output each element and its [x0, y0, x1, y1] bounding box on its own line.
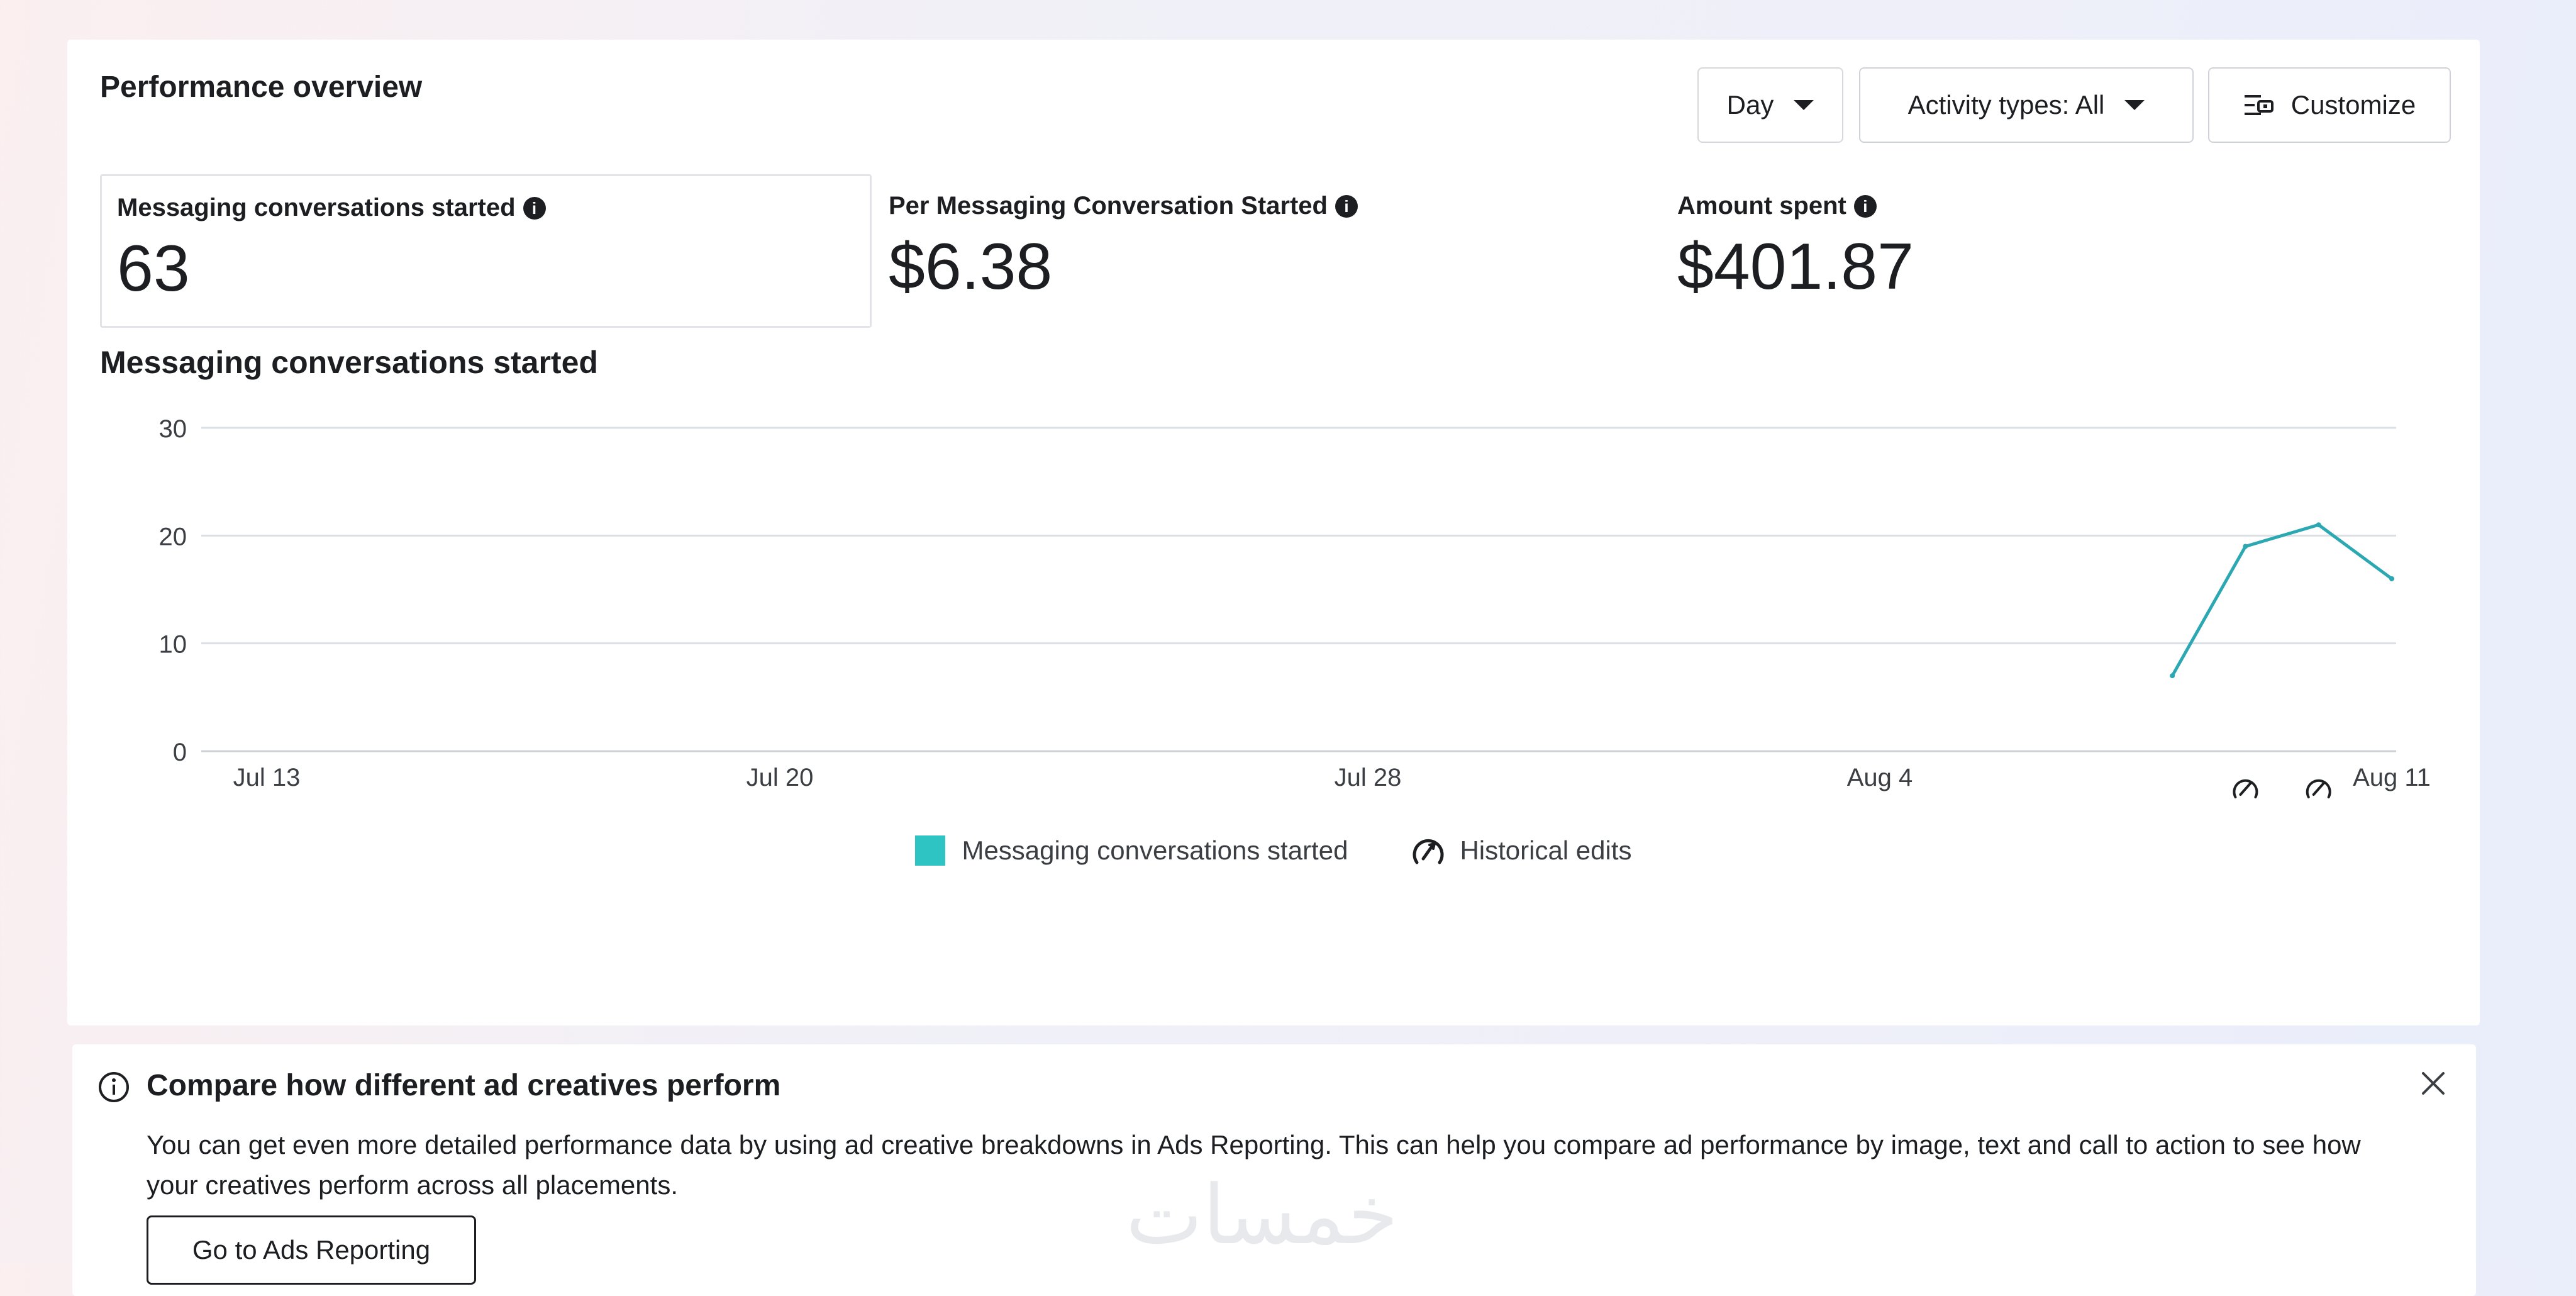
customize-label: Customize: [2290, 90, 2416, 120]
data-point: [2316, 522, 2321, 528]
metric-card-cost-per-conversation[interactable]: Per Messaging Conversation Started i $6.…: [889, 174, 1643, 328]
info-circle-icon: [99, 1072, 129, 1102]
data-point: [2243, 544, 2248, 549]
metric-label-text: Messaging conversations started: [117, 194, 516, 221]
y-tick-label: 10: [159, 631, 187, 659]
info-icon[interactable]: i: [523, 196, 546, 220]
page-title: Performance overview: [100, 70, 423, 104]
series-line: [2170, 523, 2393, 677]
y-tick-label: 20: [159, 523, 187, 550]
metric-label: Messaging conversations started i: [117, 194, 546, 222]
info-banner: Compare how different ad creatives perfo…: [72, 1044, 2476, 1296]
activity-types-label: Activity types: All: [1907, 90, 2105, 120]
caret-down-icon: [1794, 100, 1814, 110]
historical-edit-marker-icon[interactable]: [2306, 779, 2331, 798]
x-tick-label: Jul 13: [233, 764, 301, 791]
metric-label-text: Amount spent: [1677, 192, 1846, 220]
info-icon[interactable]: i: [1335, 194, 1358, 218]
line-chart: 30 20 10 0 Jul 13 Jul 20 Jul 28 Aug 4 Aug 11: [159, 415, 2431, 798]
chart-legend: Messaging conversations started Historic…: [67, 835, 2480, 866]
legend-item-series[interactable]: Messaging conversations started: [915, 835, 1348, 866]
x-tick-label: Aug 11: [2353, 764, 2431, 791]
metric-label: Amount spent i: [1677, 192, 1877, 220]
day-dropdown[interactable]: Day: [1697, 67, 1843, 143]
data-point: [2389, 576, 2394, 581]
info-icon[interactable]: i: [1853, 194, 1877, 218]
metric-card-messaging-conversations[interactable]: Messaging conversations started i 63: [100, 174, 872, 328]
banner-body: You can get even more detailed performan…: [147, 1130, 2361, 1200]
day-dropdown-label: Day: [1726, 90, 1774, 120]
y-tick-label: 30: [159, 415, 187, 443]
go-to-ads-reporting-button[interactable]: Go to Ads Reporting: [147, 1215, 476, 1285]
legend-swatch: [915, 835, 946, 866]
legend-item-historical-edits[interactable]: Historical edits: [1411, 835, 1632, 866]
historical-edits-icon: [1413, 839, 1444, 864]
historical-edit-marker-icon[interactable]: [2233, 779, 2258, 798]
metric-value: $6.38: [889, 230, 1053, 303]
metric-label-text: Per Messaging Conversation Started: [889, 192, 1328, 220]
x-tick-label: Jul 28: [1335, 764, 1402, 791]
y-tick-label: 0: [173, 739, 187, 766]
chart-title: Messaging conversations started: [100, 345, 598, 380]
x-tick-label: Aug 4: [1847, 764, 1913, 791]
close-icon[interactable]: [2419, 1070, 2447, 1097]
metric-value: 63: [117, 232, 190, 305]
metric-label: Per Messaging Conversation Started i: [889, 192, 1358, 220]
legend-edits-label: Historical edits: [1460, 835, 1632, 865]
legend-series-label: Messaging conversations started: [962, 835, 1348, 865]
customize-button[interactable]: Customize: [2208, 67, 2451, 143]
metric-card-amount-spent[interactable]: Amount spent i $401.87: [1677, 174, 2432, 328]
watermark-logo: خمسات: [1126, 1167, 1399, 1263]
data-point: [2170, 673, 2175, 679]
x-tick-label: Jul 20: [747, 764, 814, 791]
caret-down-icon: [2124, 100, 2145, 110]
activity-types-dropdown[interactable]: Activity types: All: [1859, 67, 2194, 143]
banner-title: Compare how different ad creatives perfo…: [147, 1069, 781, 1102]
performance-overview-card: Performance overview Day Activity types:…: [67, 40, 2480, 1025]
metric-value: $401.87: [1677, 230, 1914, 303]
customize-columns-icon: [2244, 95, 2273, 115]
